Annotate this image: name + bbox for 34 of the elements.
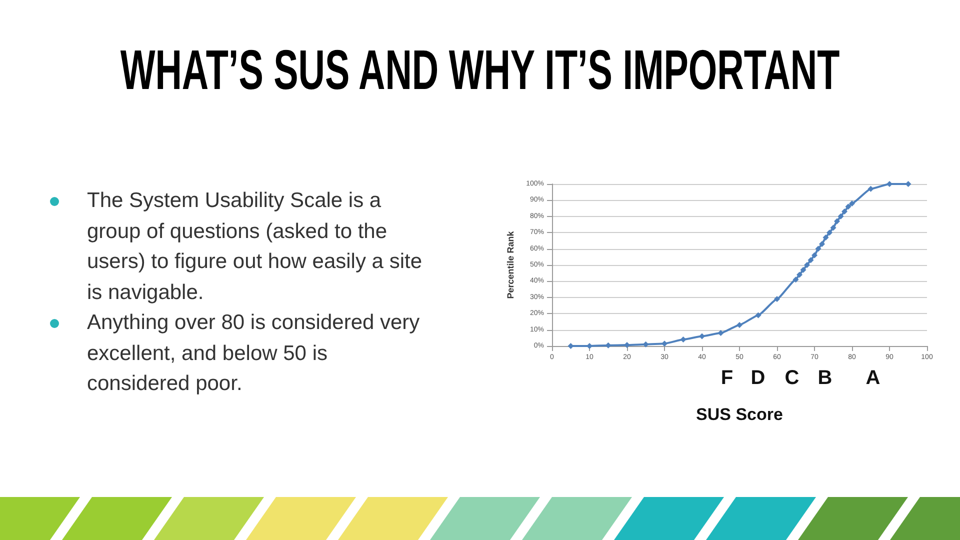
text: B xyxy=(818,367,832,389)
point xyxy=(699,333,705,340)
point xyxy=(838,213,844,220)
point xyxy=(662,340,668,347)
point xyxy=(842,208,848,215)
text: The System Usability Scale is a group of questions (asked to the users) to figure out how easily a site is navigable. xyxy=(86,188,423,306)
point xyxy=(755,312,762,318)
text: A xyxy=(866,367,880,389)
point xyxy=(826,230,832,236)
point xyxy=(774,296,780,302)
y-axis-title: Percentile Rank xyxy=(506,230,516,299)
point xyxy=(680,336,686,343)
point xyxy=(830,224,836,231)
point xyxy=(800,266,806,273)
point xyxy=(792,276,799,283)
point xyxy=(845,204,852,210)
point xyxy=(808,257,814,264)
text: C xyxy=(784,367,800,389)
point xyxy=(796,272,802,278)
text: Anything over 80 is considered very excellent, and below 50 is considered poor. xyxy=(86,310,421,397)
point xyxy=(804,262,810,268)
x-axis-title: SUS Score xyxy=(696,405,783,424)
point xyxy=(868,186,874,192)
chart-title: WHAT’S SUS AND WHY IT’S IMPORTANT xyxy=(119,38,841,102)
text: F xyxy=(720,367,734,389)
point xyxy=(736,322,742,328)
text: D xyxy=(750,367,766,389)
point xyxy=(718,330,724,336)
point xyxy=(822,234,829,240)
point xyxy=(812,252,818,258)
point xyxy=(834,218,840,224)
point xyxy=(819,240,825,247)
point xyxy=(815,246,822,252)
point xyxy=(849,200,855,206)
